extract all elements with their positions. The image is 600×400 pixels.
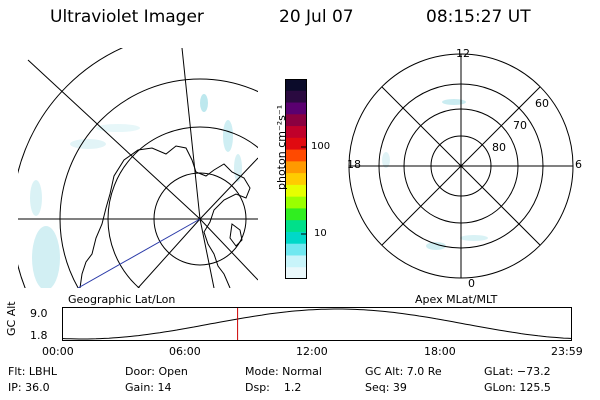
- magnetic-polar-dial: [348, 53, 574, 279]
- colorbar-tick-100: 100: [311, 141, 331, 152]
- colorbar-band: [285, 196, 307, 209]
- colorbar-band: [285, 126, 307, 139]
- orbit-x-tick-0000: 00:00: [42, 345, 74, 358]
- orbit-track-line: [77, 218, 201, 288]
- colorbar-band: [285, 79, 307, 92]
- orbit-x-tick-1800: 18:00: [424, 345, 456, 358]
- geographic-map: [18, 48, 258, 288]
- right-panel-caption: Apex MLat/MLT: [415, 293, 498, 306]
- colorbar-band: [285, 137, 307, 151]
- altitude-curve: [62, 308, 572, 340]
- dsp-status: Dsp: 1.2: [245, 381, 302, 394]
- colorbar-unit-label: photon cm⁻²s⁻¹: [275, 104, 288, 190]
- filter-status: Flt: LBHL: [8, 365, 57, 378]
- colorbar-band: [285, 231, 307, 245]
- gain-status: Gain: 14: [125, 381, 172, 394]
- colorbar-band: [285, 114, 307, 127]
- orbit-y-tick-min: 1.8: [30, 329, 48, 342]
- time-label: 08:15:27 UT: [426, 7, 531, 27]
- mlt-label-12: 12: [456, 47, 470, 60]
- door-status: Door: Open: [125, 365, 188, 378]
- ip-status: IP: 36.0: [8, 381, 50, 394]
- colorbar-band: [285, 267, 307, 279]
- colorbar: [285, 79, 307, 279]
- colorbar-band: [285, 184, 307, 198]
- orbit-y-tick-max: 9.0: [30, 307, 48, 320]
- aurora-emission-left: [30, 94, 242, 288]
- left-panel-caption: Geographic Lat/Lon: [68, 293, 176, 306]
- colorbar-band: [285, 255, 307, 268]
- colorbar-band: [285, 149, 307, 162]
- colorbar-band: [285, 102, 307, 115]
- glon-status: GLon: 125.5: [484, 381, 551, 394]
- mode-status: Mode: Normal: [245, 365, 322, 378]
- orbit-altitude-plot: [62, 307, 572, 341]
- colorbar-band: [285, 243, 307, 256]
- mlat-label-80: 80: [492, 141, 506, 154]
- instrument-title: Ultraviolet Imager: [50, 7, 204, 27]
- glat-status: GLat: −73.2: [484, 365, 551, 378]
- orbit-x-tick-2359: 23:59: [551, 345, 583, 358]
- mlt-label-0: 0: [468, 277, 475, 290]
- date-label: 20 Jul 07: [279, 7, 354, 27]
- orbit-x-tick-0600: 06:00: [169, 345, 201, 358]
- orbit-x-tick-1200: 12:00: [296, 345, 328, 358]
- mlat-label-60: 60: [535, 97, 549, 110]
- mlt-label-18: 18: [347, 158, 361, 171]
- mlt-label-6: 6: [575, 158, 582, 171]
- colorbar-band: [285, 220, 307, 233]
- colorbar-band: [285, 173, 307, 186]
- colorbar-band: [285, 208, 307, 221]
- colorbar-band: [285, 90, 307, 104]
- colorbar-band: [285, 161, 307, 174]
- orbit-y-axis-label: GC Alt: [5, 301, 18, 336]
- mlat-label-70: 70: [513, 119, 527, 132]
- colorbar-tick-10: 10: [314, 228, 327, 239]
- gc-alt-status: GC Alt: 7.0 Re: [365, 365, 442, 378]
- aurora-emission-right: [382, 99, 488, 250]
- seq-status: Seq: 39: [365, 381, 407, 394]
